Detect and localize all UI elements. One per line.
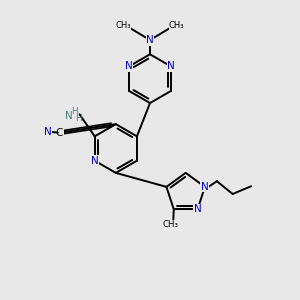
Text: CH₃: CH₃: [162, 220, 178, 230]
Text: C: C: [56, 128, 63, 138]
Text: N: N: [146, 35, 154, 45]
Text: N: N: [167, 61, 175, 71]
Text: N: N: [91, 156, 99, 166]
Text: N: N: [201, 182, 209, 192]
Text: H: H: [75, 114, 82, 123]
Text: CH₃: CH₃: [169, 21, 184, 30]
Text: N: N: [44, 127, 51, 136]
Text: N: N: [125, 61, 133, 71]
Text: N: N: [194, 204, 201, 214]
Text: H: H: [71, 107, 77, 116]
Text: CH₃: CH₃: [116, 21, 131, 30]
Text: N: N: [65, 110, 73, 121]
